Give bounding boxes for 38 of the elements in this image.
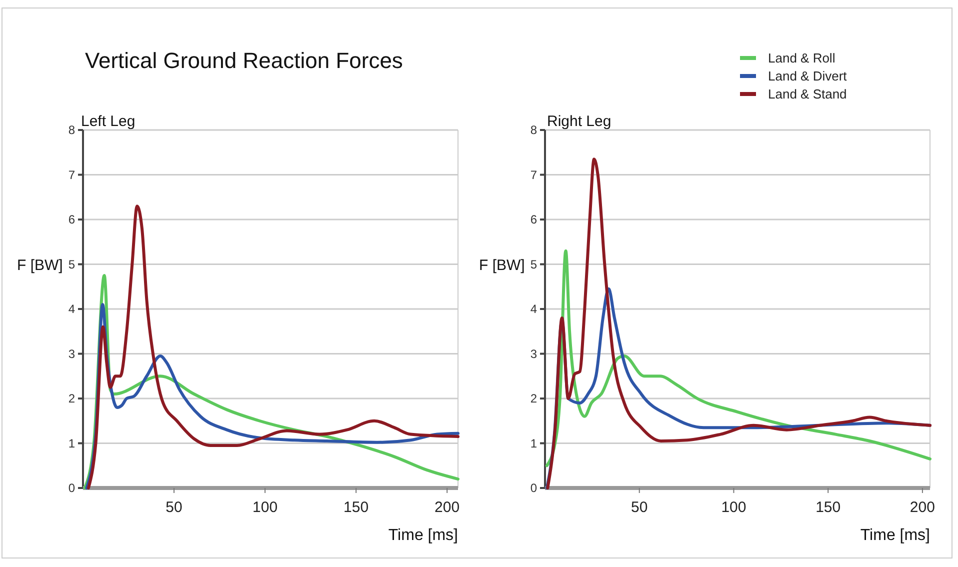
x-tick-label: 150: [816, 499, 841, 516]
y-tick-label: 7: [530, 168, 538, 182]
y-tick-label: 1: [530, 436, 538, 450]
chart-title: Right Leg: [547, 113, 612, 130]
y-tick-label: 5: [530, 257, 538, 272]
line-series: [86, 204, 460, 490]
line-series: [546, 158, 932, 490]
y-tick-label: 7: [68, 168, 76, 182]
x-tick-label: 150: [344, 499, 369, 516]
x-tick-label: 50: [166, 499, 182, 516]
x-tick-label: 200: [910, 499, 935, 516]
legend-label: Land & Roll: [768, 50, 836, 66]
y-tick-label: 6: [530, 212, 538, 227]
x-tick-label: 50: [631, 499, 648, 516]
chart-subtitle: Left Leg: [81, 113, 136, 130]
y-tick-label: 8: [68, 123, 76, 138]
y-axis-title: F [BW]: [479, 257, 525, 274]
y-tick-label: 5: [68, 257, 76, 272]
x-axis-title: Time [ms]: [860, 527, 930, 544]
y-tick-label: 6: [68, 212, 76, 227]
y-axis-title: F [BW]: [17, 257, 63, 274]
y-tick-label: 4: [530, 302, 538, 316]
legend-label: Land & Divert: [768, 68, 848, 84]
chart-title: Vertical Ground Reaction Forces: [85, 48, 403, 73]
y-tick-label: 3: [68, 346, 76, 361]
y-tick-label: 0: [530, 481, 538, 496]
y-tick-label: 4: [68, 302, 76, 316]
y-tick-label: 2: [530, 392, 538, 406]
y-tick-label: 3: [530, 346, 538, 361]
y-tick-label: 8: [530, 123, 538, 138]
y-tick-label: 1: [68, 436, 76, 450]
x-tick-label: 100: [252, 499, 278, 516]
y-tick-label: 0: [68, 481, 76, 496]
legend-label: Land & Stand: [768, 86, 847, 102]
x-tick-label: 100: [721, 499, 746, 516]
x-axis-title: Time [ms]: [388, 527, 458, 544]
x-tick-label: 200: [434, 499, 460, 516]
y-tick-label: 2: [68, 392, 76, 406]
